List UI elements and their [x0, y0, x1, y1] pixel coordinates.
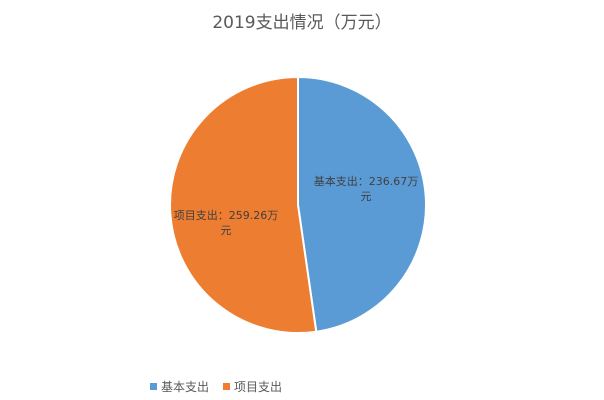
data-label-project: 项目支出：259.26万元: [173, 209, 279, 237]
legend-item-project: 项目支出: [223, 378, 282, 395]
legend: 基本支出 项目支出: [150, 378, 282, 395]
legend-item-basic: 基本支出: [150, 378, 209, 395]
legend-label: 基本支出: [161, 380, 210, 394]
legend-swatch: [223, 383, 231, 390]
legend-label: 项目支出: [234, 380, 283, 394]
legend-swatch: [150, 383, 157, 390]
data-label-basic: 基本支出：236.67万元: [313, 175, 419, 203]
pie-slice-basic: [297, 75, 427, 333]
chart-title: 2019支出情况（万元）: [212, 13, 392, 33]
pie-slice-project: [169, 75, 318, 334]
